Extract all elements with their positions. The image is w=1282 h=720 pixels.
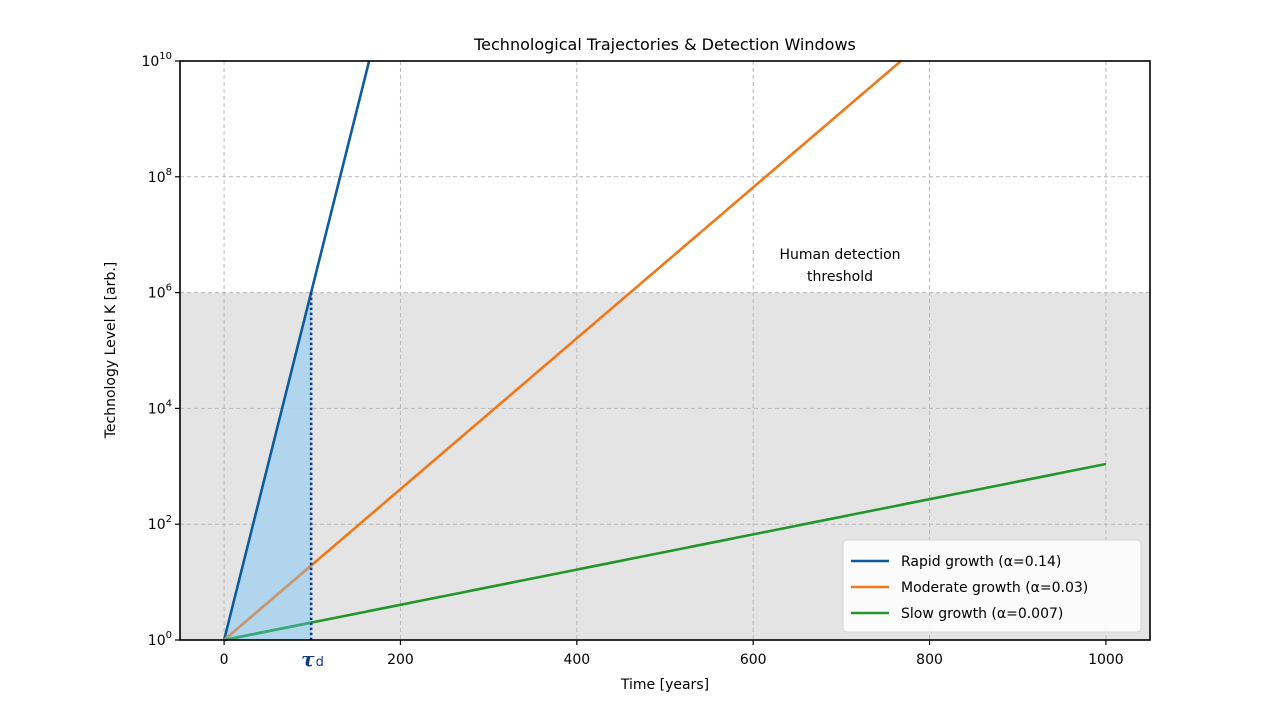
svg-text:Rapid growth (α=0.14): Rapid growth (α=0.14)	[901, 554, 1061, 570]
x-tick-label: 0	[220, 652, 229, 668]
plot-frame	[179, 60, 1151, 641]
y-axis-label: Technology Level K [arb.]	[103, 262, 119, 440]
tau-d-label: τd	[301, 647, 324, 671]
legend-item: Slow growth (α=0.007)	[851, 606, 1063, 622]
series-line-2	[223, 462, 1107, 642]
y-axis-ticks: 100 102 104 106 108 1010	[141, 51, 180, 649]
threshold-annotation-line2: threshold	[807, 269, 873, 285]
svg-text:Moderate growth (α=0.03): Moderate growth (α=0.03)	[901, 580, 1088, 596]
threshold-annotation-line1: Human detection	[779, 247, 900, 263]
series-line-0	[222, 60, 371, 641]
series-lines	[222, 60, 1107, 642]
y-tick-label: 106	[148, 283, 172, 302]
y-tick-label: 102	[148, 514, 172, 533]
x-tick-label: 800	[916, 652, 943, 668]
y-tick-label: 1010	[141, 51, 172, 70]
y-tick-label: 104	[148, 398, 172, 417]
legend-item: Moderate growth (α=0.03)	[851, 580, 1088, 596]
y-tick-label: 100	[148, 630, 172, 649]
x-tick-label: 600	[740, 652, 767, 668]
x-tick-label: 400	[563, 652, 590, 668]
x-axis-label: Time [years]	[620, 677, 709, 693]
x-tick-label: 200	[387, 652, 414, 668]
series-line-1	[223, 60, 902, 641]
x-axis-ticks: 0 200 400 600 800 1000	[220, 640, 1124, 668]
legend-item: Rapid growth (α=0.14)	[851, 554, 1061, 570]
legend: Rapid growth (α=0.14) Moderate growth (α=…	[842, 539, 1142, 633]
svg-text:Slow growth (α=0.007): Slow growth (α=0.007)	[901, 606, 1063, 622]
chart-title: Technological Trajectories & Detection W…	[473, 35, 856, 54]
x-tick-label: 1000	[1088, 652, 1124, 668]
y-tick-label: 108	[148, 167, 172, 186]
